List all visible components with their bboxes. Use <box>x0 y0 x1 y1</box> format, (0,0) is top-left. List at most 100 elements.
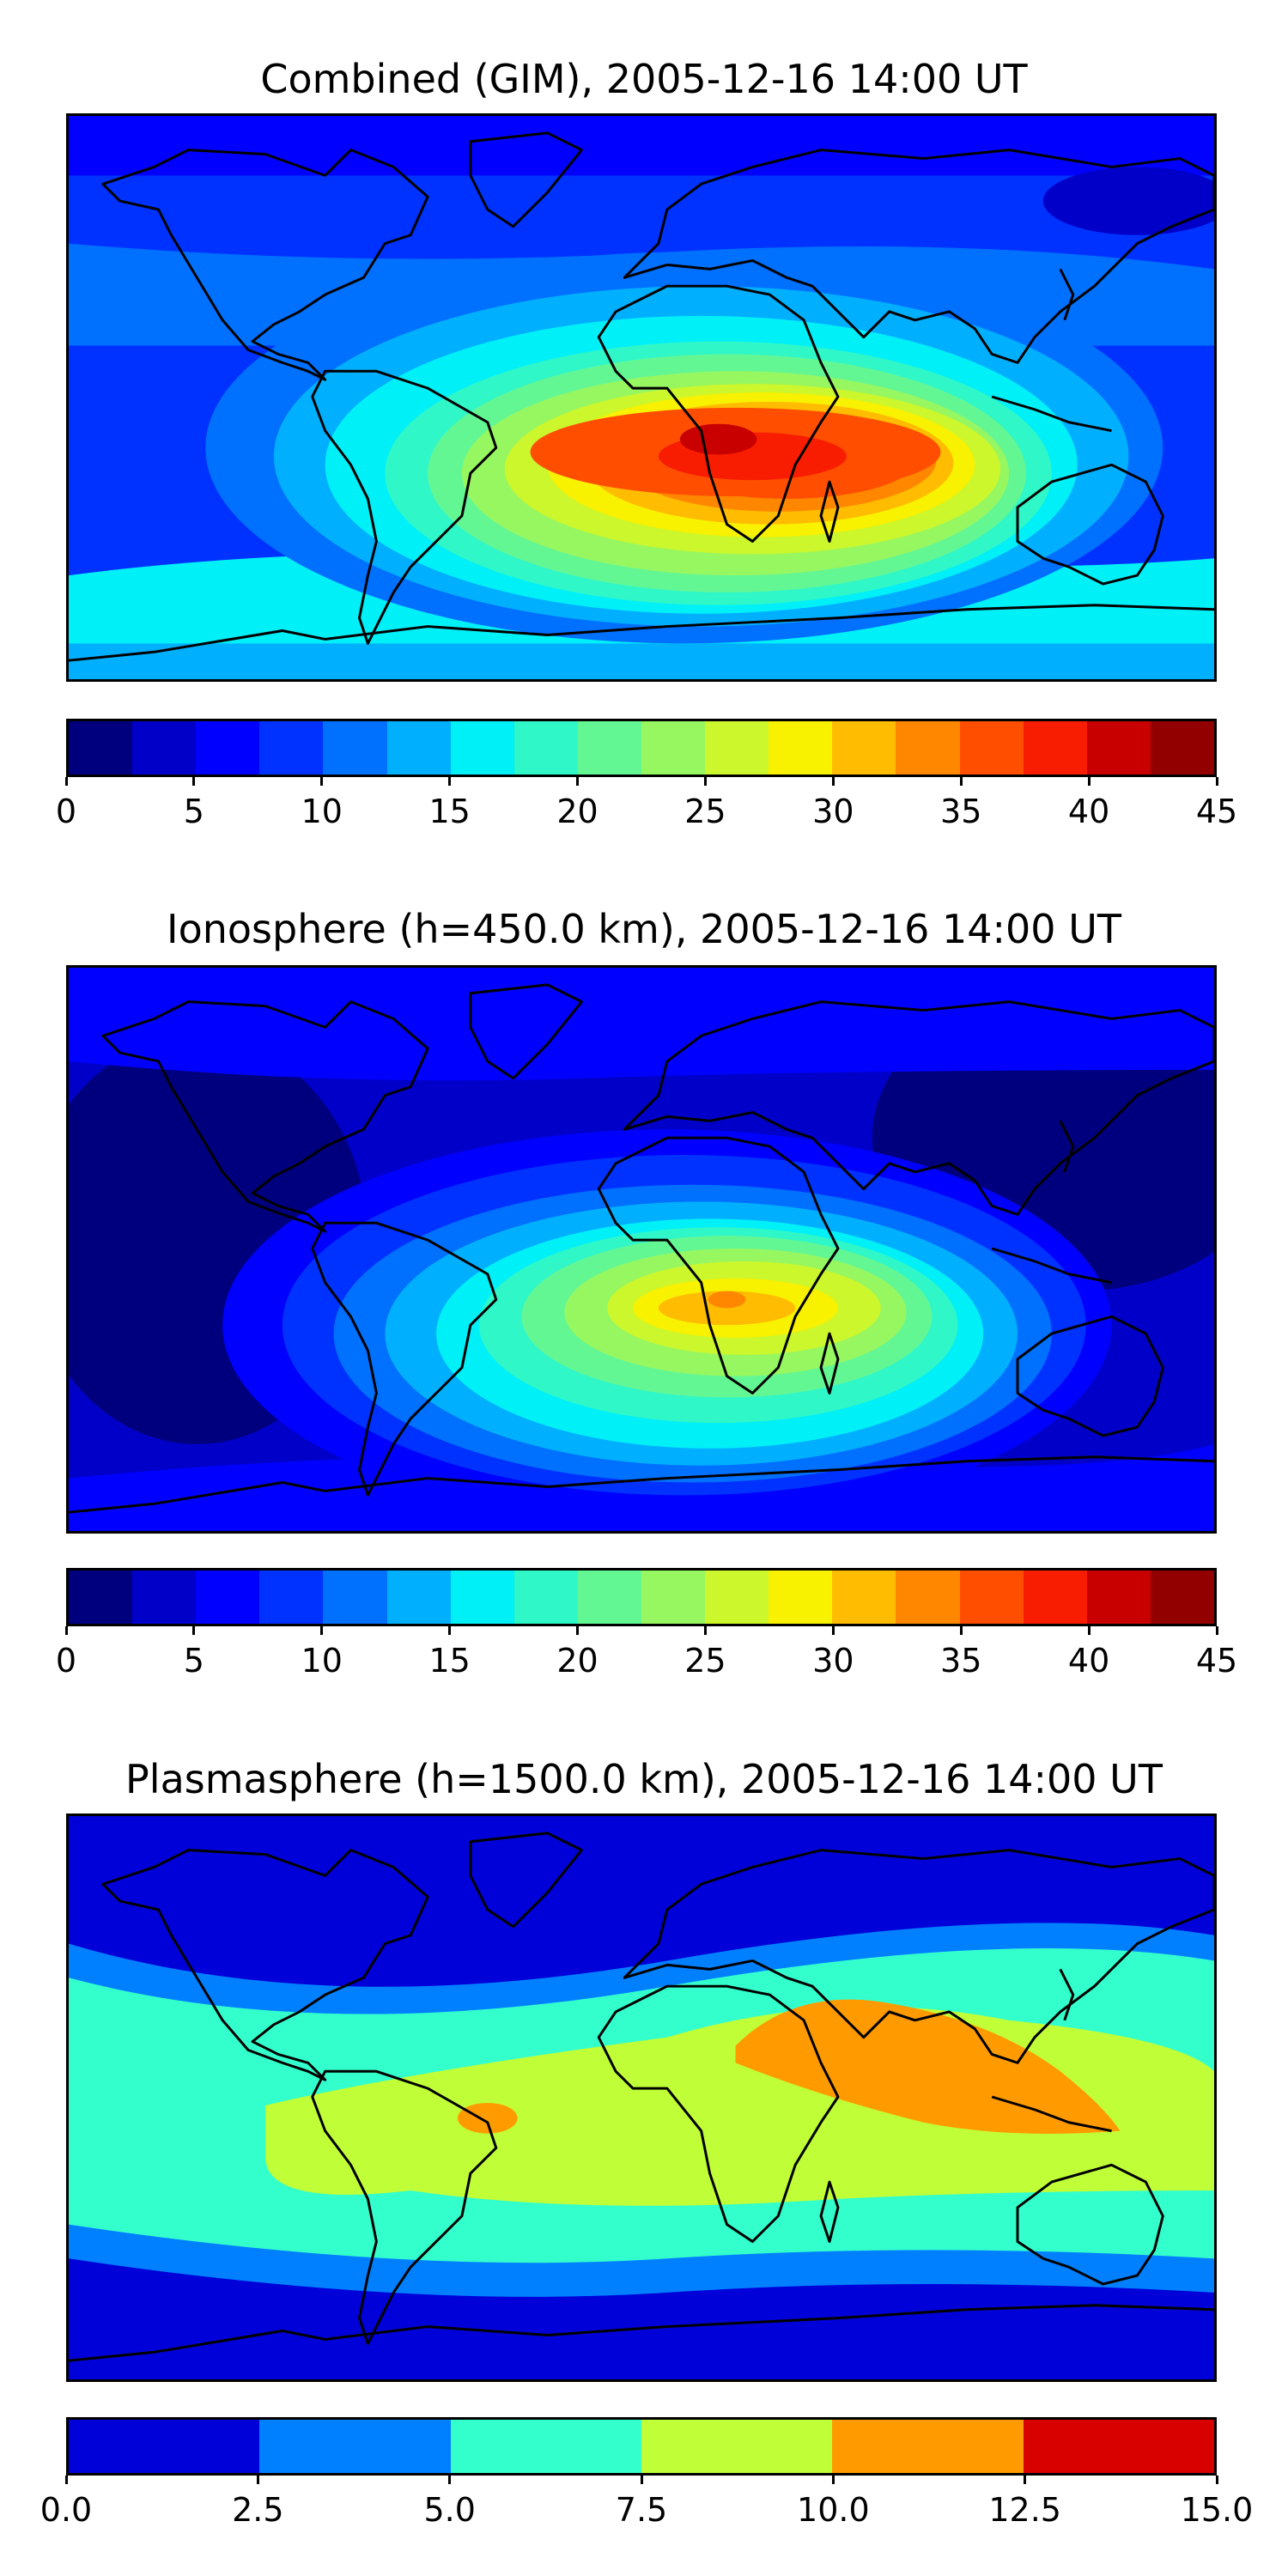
panel-2-title: Ionosphere (h=450.0 km), 2005-12-16 14:0… <box>167 906 1121 952</box>
colorbar-segment <box>1023 721 1087 775</box>
colorbar-tick-label: 0.0 <box>39 2491 93 2529</box>
colorbar-segment <box>1086 1571 1151 1624</box>
colorbar-tick <box>576 777 580 786</box>
colorbar-tick-label: 35 <box>940 1642 982 1680</box>
colorbar-segment <box>69 1571 133 1624</box>
colorbar-tick-label: 0 <box>55 1642 77 1680</box>
panel-1-title: Combined (GIM), 2005-12-16 14:00 UT <box>260 56 1028 102</box>
colorbar-tick <box>1087 1626 1091 1635</box>
colorbar-segment <box>641 1571 706 1624</box>
colorbar-tick-label: 40 <box>1067 1642 1110 1680</box>
colorbar-tick <box>1024 2476 1027 2484</box>
colorbar-segment <box>832 721 896 775</box>
colorbar-tick <box>192 1626 196 1635</box>
colorbar-segment <box>1150 1571 1214 1624</box>
colorbar-tick <box>448 1626 452 1635</box>
colorbar-tick-label: 25 <box>684 1642 726 1680</box>
colorbar-segment <box>196 721 260 775</box>
colorbar-segment <box>1023 2420 1214 2473</box>
colorbar-tick <box>64 1626 68 1635</box>
colorbar-segment <box>196 1571 260 1624</box>
colorbar-segment <box>705 1571 769 1624</box>
colorbar-tick <box>320 777 324 786</box>
panel-2-colorbar-ticks: 0 5 10 15 20 25 30 35 40 45 <box>56 1626 1237 1680</box>
colorbar-segment <box>769 721 833 775</box>
panel-3-map <box>66 1814 1217 2382</box>
colorbar-tick <box>448 777 452 786</box>
colorbar-tick-label: 20 <box>556 793 598 830</box>
panel-1-colorbar <box>66 719 1217 777</box>
colorbar-segment <box>832 2420 1024 2473</box>
panel-1-map <box>66 113 1217 682</box>
panel-3-title: Plasmasphere (h=1500.0 km), 2005-12-16 1… <box>125 1756 1163 1802</box>
colorbar-tick <box>959 1626 963 1635</box>
panel-3-colorbar-ticks: 0.0 2.5 5.0 7.5 10.0 12.5 15.0 <box>40 2476 1253 2529</box>
colorbar-segment <box>323 1571 387 1624</box>
colorbar-segment <box>1023 1571 1087 1624</box>
colorbar-tick-label: 30 <box>812 1642 854 1680</box>
colorbar-segment <box>386 721 451 775</box>
colorbar-tick <box>1215 777 1218 786</box>
colorbar-tick-label: 5.0 <box>423 2491 476 2529</box>
colorbar-segment <box>323 721 387 775</box>
colorbar-segment <box>132 721 197 775</box>
colorbar-segment <box>577 721 641 775</box>
colorbar-tick <box>831 777 835 786</box>
colorbar-tick-label: 10 <box>301 1642 343 1680</box>
colorbar-segment <box>513 721 578 775</box>
colorbar-tick-label: 25 <box>684 793 726 830</box>
colorbar-tick-label: 5 <box>183 793 204 830</box>
colorbar-tick-label: 10 <box>301 793 343 830</box>
colorbar-tick-label: 7.5 <box>615 2491 668 2529</box>
colorbar-tick-label: 30 <box>812 793 854 830</box>
colorbar-segment <box>259 721 324 775</box>
colorbar-segment <box>1150 721 1214 775</box>
colorbar-tick-label: 2.5 <box>232 2491 284 2529</box>
colorbar-segment <box>132 1571 197 1624</box>
colorbar-tick <box>256 2476 259 2484</box>
colorbar-tick <box>1215 2476 1218 2484</box>
colorbar-tick <box>640 2476 643 2484</box>
colorbar-tick <box>320 1626 324 1635</box>
colorbar-segment <box>450 721 514 775</box>
colorbar-segment <box>69 2420 260 2473</box>
colorbar-tick-label: 15.0 <box>1180 2491 1254 2529</box>
colorbar-segment <box>450 2420 641 2473</box>
panel-2-map <box>66 965 1217 1534</box>
colorbar-tick-label: 5 <box>183 1642 204 1680</box>
colorbar-segment <box>69 721 133 775</box>
colorbar-tick-label: 10.0 <box>797 2491 870 2529</box>
colorbar-tick-label: 45 <box>1195 1642 1238 1680</box>
colorbar-tick <box>703 1626 707 1635</box>
panel-2-colorbar <box>66 1568 1217 1626</box>
colorbar-tick <box>192 777 196 786</box>
colorbar-tick-label: 20 <box>556 1642 598 1680</box>
colorbar-segment <box>259 2420 451 2473</box>
colorbar-tick-label: 12.5 <box>988 2491 1061 2529</box>
colorbar-segment <box>450 1571 514 1624</box>
colorbar-segment <box>386 1571 451 1624</box>
colorbar-tick-label: 40 <box>1067 793 1110 830</box>
colorbar-tick-label: 15 <box>428 793 471 830</box>
colorbar-tick <box>959 777 963 786</box>
colorbar-tick-label: 45 <box>1195 793 1238 830</box>
colorbar-segment <box>705 721 769 775</box>
colorbar-tick <box>64 2476 68 2484</box>
colorbar-segment <box>959 721 1024 775</box>
colorbar-segment <box>832 1571 896 1624</box>
colorbar-tick <box>576 1626 580 1635</box>
colorbar-tick <box>831 2476 835 2484</box>
colorbar-tick <box>703 777 707 786</box>
colorbar-segment <box>896 1571 960 1624</box>
colorbar-segment <box>959 1571 1024 1624</box>
colorbar-tick <box>831 1626 835 1635</box>
colorbar-tick <box>1087 777 1091 786</box>
colorbar-segment <box>641 721 706 775</box>
colorbar-segment <box>513 1571 578 1624</box>
colorbar-segment <box>1086 721 1151 775</box>
colorbar-tick-label: 0 <box>55 793 77 830</box>
colorbar-segment <box>641 2420 833 2473</box>
colorbar-segment <box>896 721 960 775</box>
colorbar-tick-label: 15 <box>428 1642 471 1680</box>
panel-1-colorbar-ticks: 0 5 10 15 20 25 30 35 40 45 <box>56 777 1237 830</box>
